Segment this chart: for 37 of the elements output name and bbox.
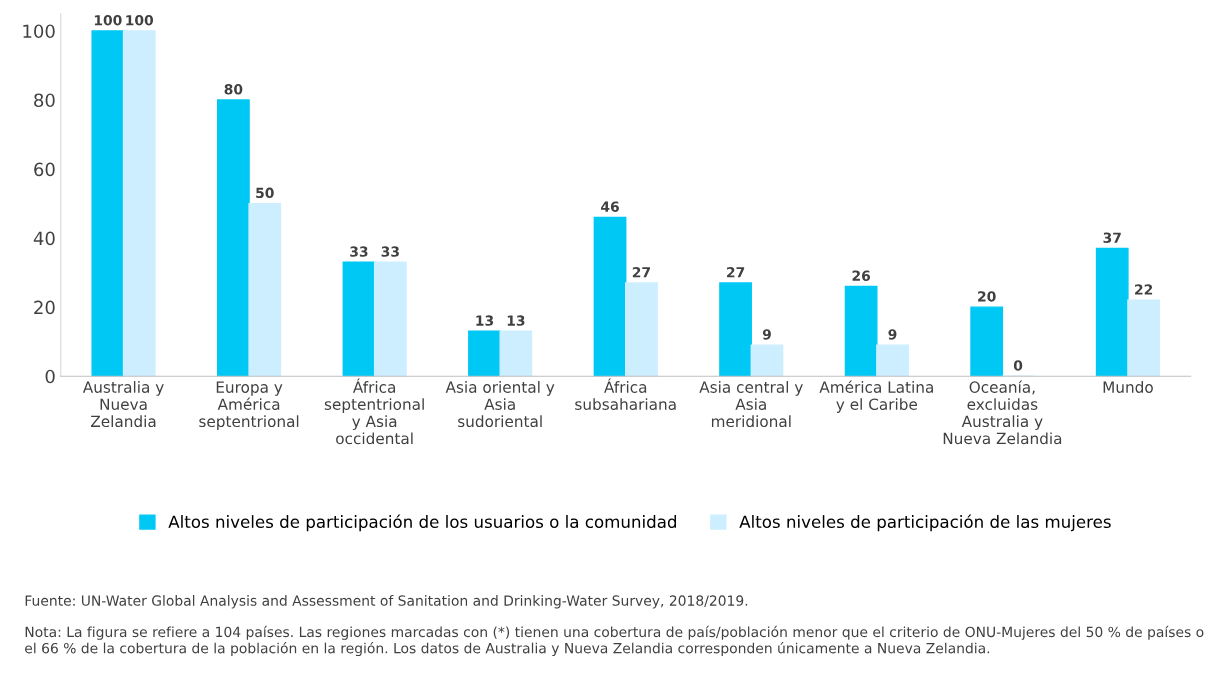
data-label: 100 <box>94 14 122 26</box>
x-tick-label: África septentrional y Asia occidental <box>324 378 424 445</box>
legend-label: Altos niveles de participación de las mujeres <box>739 514 1111 532</box>
data-label: 13 <box>476 315 494 326</box>
x-tick-label: Asia oriental y Asia sudoriental <box>445 381 555 428</box>
data-label: 20 <box>978 291 996 302</box>
data-label: 33 <box>381 246 399 257</box>
x-tick-label: Europa y América septentrional <box>199 381 299 431</box>
y-tick-label: 20 <box>34 300 55 315</box>
x-tick-label: Mundo <box>1103 381 1153 393</box>
data-label: 0 <box>1013 360 1023 371</box>
data-label: 80 <box>224 84 243 95</box>
text: Nota: La figura se refiere a 104 países. Las regiones marcadas con (*) tienen una cobertura de país/población menor que el criterio de ONU-Mujeres del 50 % de países o el 66 % de la cobertura de la población en la región. Los datos de Australia y Nueva Zelandia corresponden únicamente a Nueva Zelandia. <box>25 625 1204 657</box>
x-tick-label: Asia central y Asia meridional <box>699 381 803 428</box>
y-tick-label: 40 <box>33 231 55 246</box>
y-tick-label: 100 <box>23 24 55 39</box>
data-label: 13 <box>507 315 525 326</box>
y-tick-label: 0 <box>45 369 55 384</box>
data-label: 27 <box>727 267 745 278</box>
data-label: 9 <box>762 329 771 340</box>
data-label: 22 <box>1135 284 1153 295</box>
data-label: 37 <box>1103 232 1121 243</box>
x-tick-label: Oceanía, excluidas Australia y Nueva Zelandia <box>943 380 1062 445</box>
legend-label: Altos niveles de participación de los usuarios o la comunidad <box>168 514 677 532</box>
source-note: Fuente: UN-Water Global Analysis and Assessment of Sanitation and Drinking-Water Survey, 2018/2019. <box>25 595 748 609</box>
data-label: 9 <box>888 329 897 340</box>
x-tick-label: América Latina y el Caribe <box>819 380 933 413</box>
y-tick-label: 60 <box>34 162 55 177</box>
x-tick-label: Australia y Nueva Zelandia <box>82 381 164 428</box>
data-label: 100 <box>126 14 154 26</box>
data-label: 33 <box>350 246 368 257</box>
y-tick-label: 80 <box>34 93 55 108</box>
data-label: 50 <box>256 187 274 199</box>
data-label: 27 <box>632 267 650 278</box>
data-label: 46 <box>600 201 619 212</box>
data-label: 26 <box>852 270 871 281</box>
x-tick-label: África subsahariana <box>575 378 676 410</box>
